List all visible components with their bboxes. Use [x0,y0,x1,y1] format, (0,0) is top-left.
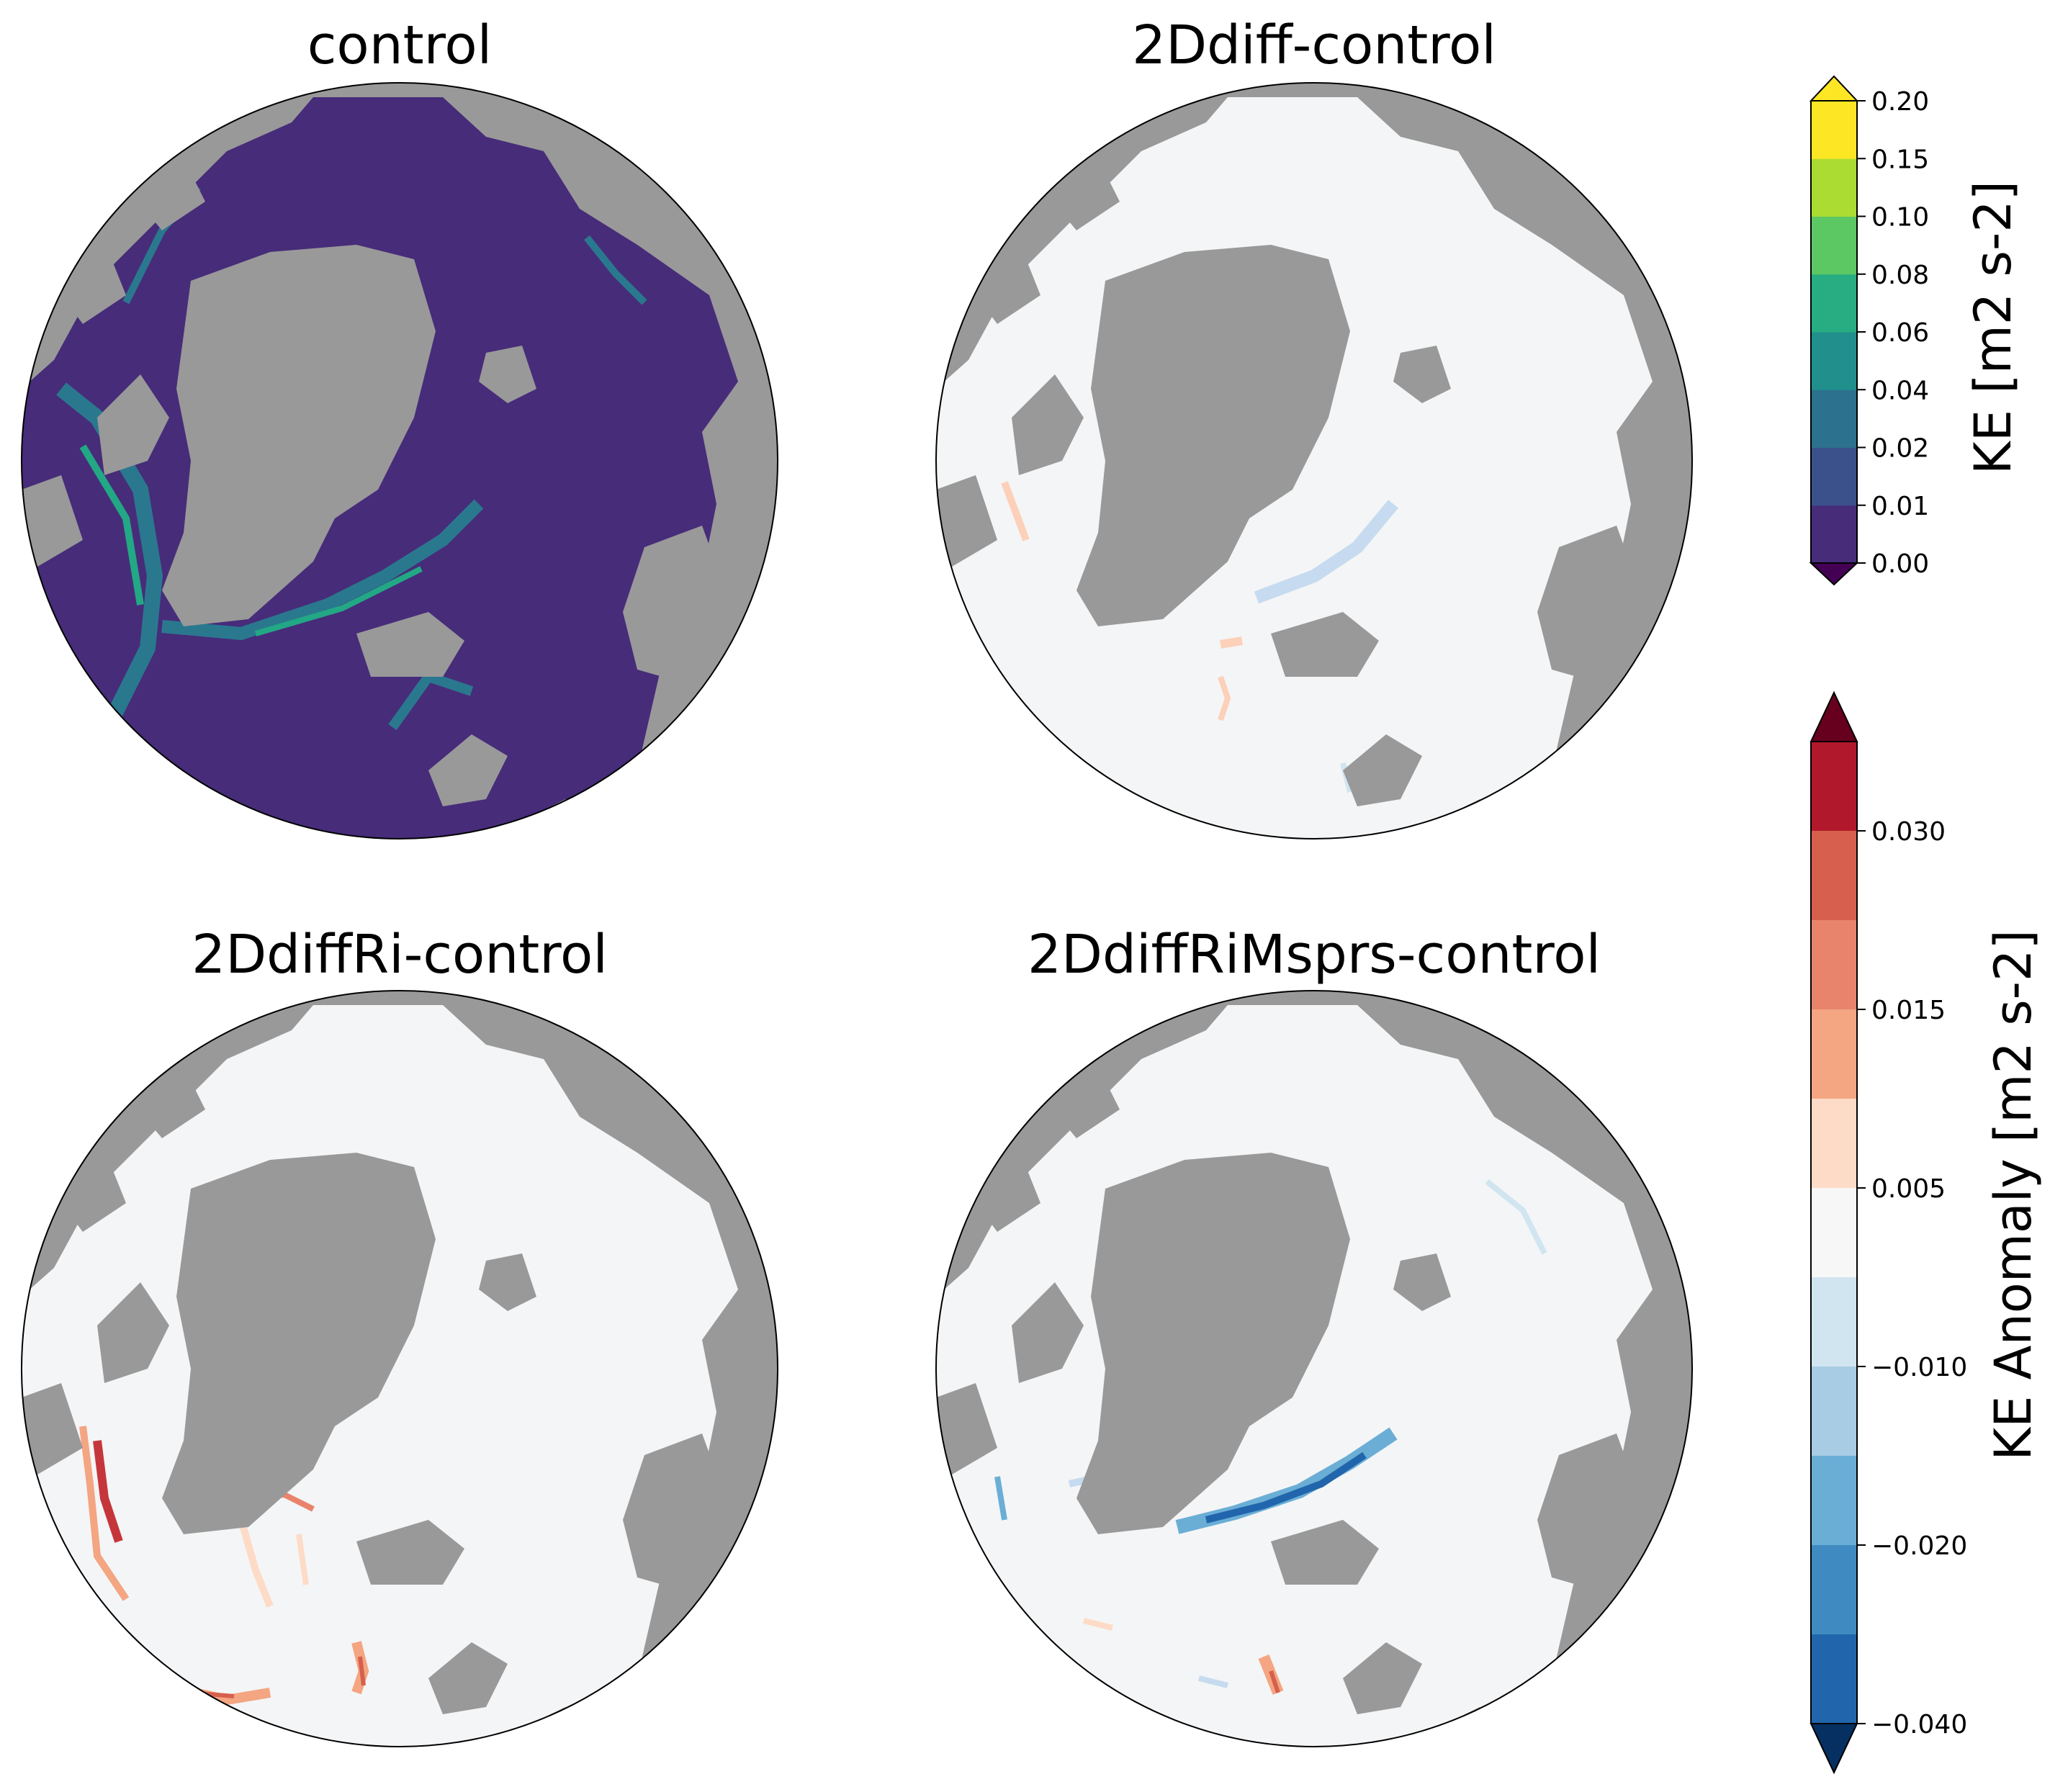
colorbar-anomaly: 0.030 0.015 0.005 −0.010 −0.020 −0.040 [1810,690,1967,1775]
panel-2ddiffri: 2DdiffRi-control [21,924,778,1747]
panel-title-control: control [307,14,493,76]
colorbar-ke-block [1811,158,1857,217]
colorbar-anomaly-tick-label: 0.005 [1871,1174,1946,1204]
colorbar-anomaly-block [1811,920,1857,1010]
colorbar-ke-block [1811,447,1857,506]
colorbar-ke-tick-label: 0.08 [1871,261,1929,290]
colorbar-ke-block [1811,505,1857,564]
colorbar-anomaly-block [1811,1634,1857,1724]
colorbar-anomaly-block [1811,1545,1857,1635]
colorbar-anomaly-block [1811,1456,1857,1546]
globe-outline [935,82,1693,839]
colorbar-anomaly-tick-label: −0.020 [1871,1531,1967,1561]
colorbar-anomaly-block [1811,1188,1857,1278]
colorbar-ke-tick-label: 0.06 [1871,318,1929,348]
colorbar-ke-tick-label: 0.15 [1871,145,1929,174]
colorbar-anomaly-label: KE Anomaly [m2 s-2] [1984,929,2043,1461]
panel-2ddiff: 2Ddiff-control [935,14,1693,839]
colorbar-ke-block [1811,274,1857,333]
colorbar-anomaly-tick-label: −0.040 [1871,1710,1967,1739]
colorbar-anomaly-tick-label: 0.015 [1871,996,1946,1025]
globe-outline [935,990,1693,1747]
colorbar-ke-tick-label: 0.10 [1871,203,1929,233]
colorbar-anomaly-block [1811,1366,1857,1456]
colorbar-ke-block [1811,216,1857,275]
colorbar-anomaly-block [1811,1277,1857,1367]
colorbar-ke-block [1811,101,1857,159]
colorbar-anomaly-block [1811,1009,1857,1099]
colorbar-ke-block [1811,332,1857,390]
colorbar-ke-tick-label: 0.04 [1871,376,1929,405]
colorbar-anomaly-block [1811,831,1857,921]
colorbar-ke-tick-label: 0.20 [1871,87,1929,117]
colorbar-anomaly-frame [1810,742,1858,1724]
globe-outline [21,990,778,1747]
colorbar-anomaly-over-arrow [1810,690,1858,742]
panel-title-2ddiffri: 2DdiffRi-control [192,924,608,986]
colorbar-anomaly-tick-label: −0.010 [1871,1353,1967,1382]
colorbar-anomaly-under-arrow [1810,1723,1858,1775]
colorbar-anomaly-block [1811,1099,1857,1189]
panel-2ddiffrimsprs: 2DdiffRiMsprs-control [935,924,1693,1747]
colorbar-anomaly-block [1811,742,1857,832]
colorbar-ke-tick-label: 0.02 [1871,434,1929,464]
panel-title-2ddiff: 2Ddiff-control [1132,14,1496,76]
panel-title-2ddiffrimsprs: 2DdiffRiMsprs-control [1028,924,1601,986]
colorbar-ke-tick-label: 0.00 [1871,549,1929,579]
colorbar-ke-under-arrow [1809,562,1859,586]
colorbar-ke-block [1811,390,1857,448]
boundary-current-strong [79,444,423,636]
globe-outline [21,82,778,839]
colorbar-ke-tick-label: 0.01 [1871,492,1929,521]
colorbar-ke: 0.00 0.01 0.02 0.04 0.06 0.08 0.10 0.15 0.20 [1809,75,1929,586]
panel-control: control [21,14,778,839]
colorbar-anomaly-tick-label: 0.030 [1871,817,1946,847]
colorbar-ke-label: KE [m2 s-2] [1964,181,2023,474]
colorbar-ke-over-arrow [1809,75,1859,102]
